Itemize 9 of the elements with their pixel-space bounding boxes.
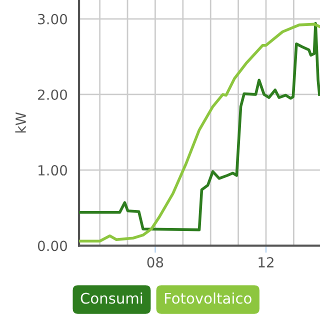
y-tick-label: 0.00 bbox=[38, 240, 68, 252]
y-tick-label: 2.00 bbox=[38, 89, 68, 100]
text: Consumi bbox=[80, 292, 142, 304]
text: Fotovoltaico bbox=[164, 292, 252, 304]
y-tick-label: 1.00 bbox=[38, 165, 68, 176]
y-tick-label: 3.00 bbox=[38, 14, 68, 24]
y-axis-title: kW bbox=[15, 112, 26, 132]
x-tick-label: 12 bbox=[258, 257, 274, 268]
x-tick-label: 08 bbox=[147, 257, 164, 268]
